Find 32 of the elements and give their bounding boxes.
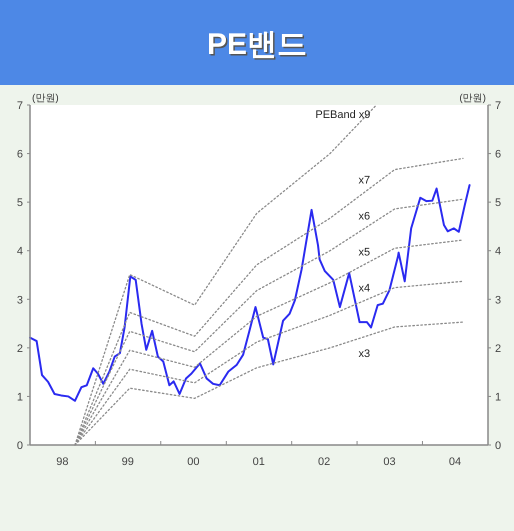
y-tick-label: 2 — [16, 342, 23, 355]
series-label: x3 — [358, 348, 370, 360]
y2-tick-label: 1 — [495, 391, 502, 404]
y-axis-title: (만원) — [32, 93, 59, 104]
y2-tick-label: 0 — [495, 440, 502, 452]
y-tick-label: 3 — [16, 294, 23, 306]
series-label: x6 — [358, 210, 370, 223]
chart-title: PE밴드 — [208, 30, 309, 62]
y2-tick-label: 3 — [495, 294, 502, 306]
y-tick-label: 0 — [16, 440, 23, 452]
x-tick-label: 98 — [56, 456, 69, 468]
y2-axis-title: (만원) — [459, 93, 486, 104]
series-label: x5 — [358, 246, 370, 258]
x-tick-label: 99 — [122, 456, 134, 468]
x-tick-label: 02 — [318, 456, 330, 468]
series-label: x7 — [358, 174, 370, 186]
y2-tick-label: 6 — [495, 148, 502, 161]
y-tick-label: 1 — [16, 391, 23, 404]
y-tick-label: 5 — [16, 197, 23, 210]
x-tick-label: 03 — [383, 456, 396, 468]
series-label: x4 — [358, 282, 370, 295]
y2-tick-label: 5 — [495, 197, 502, 210]
y2-tick-label: 4 — [495, 246, 502, 258]
x-tick-label: 00 — [187, 456, 200, 468]
series-label: PEBand x9 — [315, 109, 370, 121]
y-tick-label: 6 — [16, 148, 23, 161]
y-tick-label: 4 — [16, 246, 23, 258]
y2-tick-label: 7 — [495, 100, 502, 112]
x-tick-label: 01 — [252, 456, 265, 468]
y2-tick-label: 2 — [495, 342, 502, 355]
x-tick-label: 04 — [448, 456, 462, 468]
y-tick-label: 7 — [16, 100, 23, 112]
